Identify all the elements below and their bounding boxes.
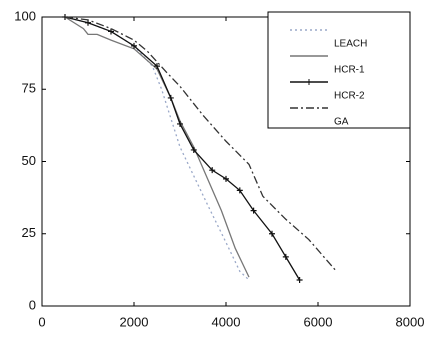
legend-label: GA (334, 117, 349, 128)
series-line (64, 16, 250, 281)
point-marker (108, 28, 114, 35)
y-tick-label: 25 (22, 225, 36, 240)
legend-marker (306, 79, 312, 85)
point-marker (177, 120, 183, 127)
y-tick-label: 50 (22, 153, 36, 168)
point-marker (269, 230, 275, 237)
legend-label: LEACH (334, 39, 367, 50)
x-tick-label: 0 (38, 314, 45, 329)
series-line (64, 16, 250, 278)
x-tick-label: 2000 (120, 314, 149, 329)
point-marker (154, 63, 160, 70)
y-tick-label: 0 (29, 297, 36, 312)
point-marker (209, 167, 216, 174)
series-line (64, 16, 301, 281)
point-marker (250, 207, 257, 214)
point-marker (236, 187, 243, 194)
legend-label: HCR-2 (334, 91, 365, 102)
legend: LEACH HCR-1 HCR-2 GA (267, 11, 411, 129)
series-line (64, 16, 337, 272)
point-marker (85, 19, 91, 26)
point-marker (282, 253, 289, 260)
point-marker (223, 175, 229, 182)
x-tick-label: 6000 (304, 314, 333, 329)
x-tick-label: 4000 (212, 314, 241, 329)
point-marker (190, 146, 197, 153)
y-tick-label: 75 (22, 81, 36, 96)
legend-label: HCR-1 (334, 65, 365, 76)
x-tick-label: 8000 (396, 314, 424, 329)
point-marker (296, 276, 303, 283)
y-tick-label: 100 (14, 8, 36, 23)
point-marker (131, 42, 137, 49)
point-marker (167, 94, 174, 101)
